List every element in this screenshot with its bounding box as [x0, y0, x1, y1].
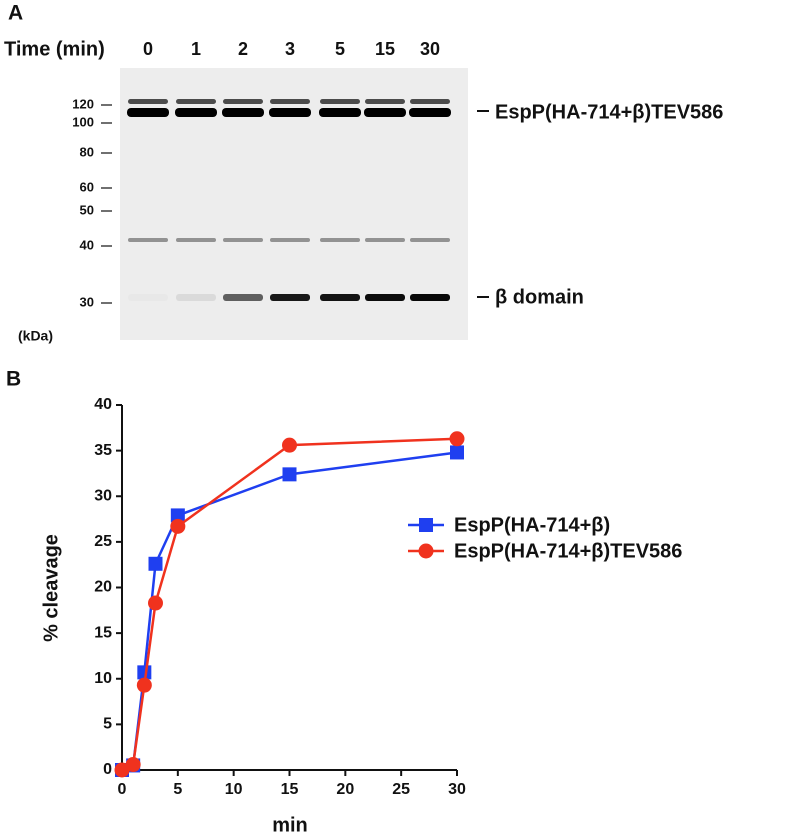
gel-band: [270, 294, 310, 301]
lane-label: 1: [191, 39, 201, 59]
y-tick-label: 0: [103, 761, 112, 778]
lane-label: 3: [285, 39, 295, 59]
data-point: [125, 757, 141, 773]
data-point: [450, 445, 464, 460]
y-axis-title: % cleavage: [40, 534, 62, 642]
x-tick-label: 5: [173, 781, 182, 798]
gel-band: [410, 238, 450, 242]
legend-marker: [418, 543, 434, 559]
gel-band: [270, 99, 310, 104]
data-point: [449, 431, 465, 447]
gel-band: [365, 99, 405, 104]
x-tick-label: 30: [448, 781, 466, 798]
gel-band: [269, 108, 311, 117]
marker-label: 120: [72, 96, 94, 111]
gel-band: [223, 99, 263, 104]
lane-label: 0: [143, 39, 153, 59]
data-point: [148, 556, 163, 571]
marker-label: 40: [80, 237, 94, 252]
band-label: β domain: [495, 286, 584, 308]
marker-label: 50: [80, 202, 94, 217]
gel-band: [222, 108, 264, 117]
x-tick-label: 10: [225, 781, 243, 798]
marker-label: 80: [80, 144, 94, 159]
band-label: EspP(HA-714+β)TEV586: [495, 101, 723, 123]
gel-band: [365, 294, 405, 301]
gel-band: [128, 99, 168, 104]
series-line: [121, 437, 458, 772]
gel-band: [409, 108, 451, 117]
gel-band: [410, 99, 450, 104]
data-point: [282, 437, 297, 453]
gel-band: [128, 238, 168, 242]
gel-band: [176, 99, 216, 104]
gel-band: [270, 238, 310, 242]
panel-label: B: [6, 368, 21, 391]
y-tick-label: 35: [94, 442, 112, 459]
legend-marker: [419, 518, 433, 532]
y-tick-label: 15: [94, 624, 112, 641]
gel-band: [365, 238, 405, 242]
y-tick-label: 20: [94, 579, 112, 596]
x-tick-label: 25: [392, 781, 410, 798]
time-label: Time (min): [4, 38, 105, 60]
gel-band: [176, 294, 216, 301]
legend-label: EspP(HA-714+β): [454, 514, 610, 536]
lane-label: 2: [238, 39, 248, 59]
x-tick-label: 20: [336, 781, 354, 798]
data-point: [137, 665, 152, 680]
data-point: [170, 508, 185, 523]
panel-label: A: [8, 2, 23, 25]
gel-band: [128, 294, 168, 301]
x-tick-label: 0: [118, 781, 127, 798]
gel-band: [223, 294, 263, 301]
marker-label: 100: [72, 114, 94, 129]
y-tick-label: 40: [94, 396, 112, 413]
data-point: [148, 595, 163, 611]
gel-band: [320, 294, 360, 301]
y-tick-label: 25: [94, 533, 112, 550]
marker-label: 60: [80, 179, 94, 194]
y-tick-label: 5: [103, 716, 112, 733]
data-point: [136, 677, 152, 693]
lane-label: 15: [375, 39, 395, 59]
gel-band: [127, 108, 169, 117]
x-tick-label: 15: [281, 781, 299, 798]
y-tick-label: 30: [94, 487, 112, 504]
gel-band: [320, 99, 360, 104]
lane-label: 30: [420, 39, 440, 59]
data-point: [114, 762, 130, 778]
data-point: [170, 518, 186, 534]
gel-band: [410, 294, 450, 301]
series-line: [121, 451, 458, 772]
lane-label: 5: [335, 39, 345, 59]
x-axis-title: min: [272, 814, 308, 836]
gel-band: [320, 238, 360, 242]
gel-band: [176, 238, 216, 242]
gel-band: [319, 108, 361, 117]
gel-band: [175, 108, 217, 117]
marker-label: 30: [80, 294, 94, 309]
gel-band: [223, 238, 263, 242]
unit-label: (kDa): [18, 328, 53, 344]
gel-band: [364, 108, 406, 117]
y-tick-label: 10: [94, 670, 112, 687]
legend-label: EspP(HA-714+β)TEV586: [454, 540, 682, 562]
data-point: [282, 467, 297, 482]
